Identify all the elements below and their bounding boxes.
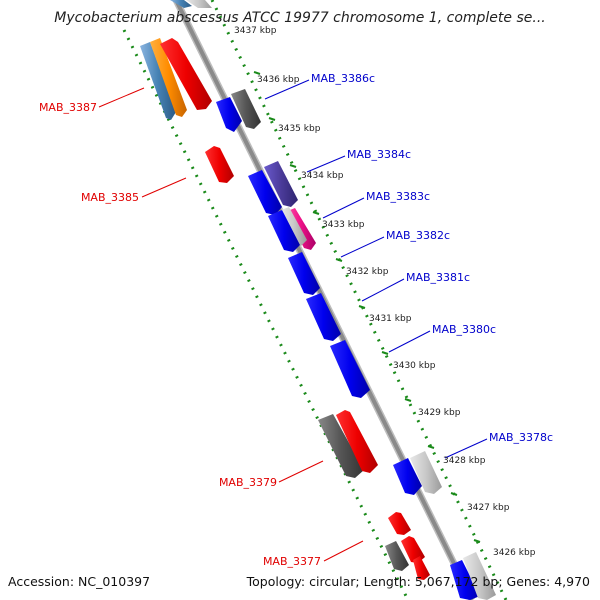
gene-mab-3382c-b[interactable] [288,252,320,295]
gene-top-b[interactable] [186,0,212,8]
reverse-genes [170,0,496,600]
gene-label-reverse[interactable]: MAB_3386c [311,72,375,85]
gene-label-forward[interactable]: MAB_3379 [219,476,277,489]
sequence-summary: Topology: circular; Length: 5,067,172 bp… [246,574,590,589]
tick-label: 3427 kbp [467,503,510,513]
gene-bottom-a[interactable] [450,560,480,600]
tick-label: 3431 kbp [369,314,412,324]
gene-label-forward[interactable]: MAB_3387 [39,101,97,114]
gene-mab-3379-b[interactable] [336,410,378,473]
gene-label-reverse[interactable]: MAB_3381c [406,271,470,284]
gene-mab-3377-c[interactable] [401,536,425,563]
reverse-gene-labels: MAB_3386c MAB_3384c MAB_3383c MAB_3382c … [311,72,553,444]
tick-label: 3433 kbp [322,220,365,230]
forward-gene-labels: MAB_3387 MAB_3385 MAB_3379 MAB_3377 [39,101,321,568]
gene-label-reverse[interactable]: MAB_3378c [489,431,553,444]
tick-marks [253,71,481,543]
tick-label: 3436 kbp [257,75,300,85]
gene-mab-3377-a[interactable] [388,512,411,535]
map-title: Mycobacterium abscessus ATCC 19977 chrom… [54,10,546,26]
gene-mab-3387-a[interactable] [140,42,176,120]
gene-mab-3383c-b[interactable] [281,207,307,246]
gene-mab-3377-b[interactable] [385,541,409,571]
gene-mab-3387-c[interactable] [160,38,212,110]
tick-label: 3432 kbp [346,267,389,277]
tick-label: 3428 kbp [443,456,486,466]
gene-top-a[interactable] [170,0,192,8]
forward-leaders [98,87,364,562]
gene-bottom-b[interactable] [463,552,496,600]
tick-label: 3426 kbp [493,548,536,558]
reverse-leaders [264,79,488,459]
gene-label-reverse[interactable]: MAB_3380c [432,323,496,336]
forward-genes [140,38,430,580]
accession-text: Accession: NC_010397 [8,574,151,589]
gene-label-forward[interactable]: MAB_3377 [263,555,321,568]
gene-mab-3378c-a[interactable] [393,458,422,495]
gene-mab-3384c-b[interactable] [264,161,298,207]
gene-mab-3387-b[interactable] [150,38,187,117]
gene-mab-3386c-a[interactable] [216,97,242,132]
tick-labels: 3437 kbp 3436 kbp 3435 kbp 3434 kbp 3433… [234,26,536,558]
gene-label-forward[interactable]: MAB_3385 [81,191,139,204]
gene-mab-3385[interactable] [205,146,234,183]
gene-label-reverse[interactable]: MAB_3383c [366,190,430,203]
gene-mab-3386c-b[interactable] [231,89,261,129]
gene-mab-3380c[interactable] [330,340,370,398]
tick-label: 3429 kbp [418,408,461,418]
gene-mab-3382c-a[interactable] [268,210,300,252]
tick-label: 3437 kbp [234,26,277,36]
gene-label-reverse[interactable]: MAB_3382c [386,229,450,242]
inner-ruler [210,0,508,600]
tick-label: 3435 kbp [278,124,321,134]
tick-label: 3430 kbp [393,361,436,371]
gene-mab-3379-a[interactable] [318,414,364,478]
gene-mab-3384c-a[interactable] [248,170,282,215]
gene-mab-3377-d[interactable] [413,556,430,580]
gene-label-reverse[interactable]: MAB_3384c [347,148,411,161]
gene-mab-3381c[interactable] [306,293,341,341]
tick-label: 3434 kbp [301,171,344,181]
gene-mab-3378c-b[interactable] [410,451,442,494]
